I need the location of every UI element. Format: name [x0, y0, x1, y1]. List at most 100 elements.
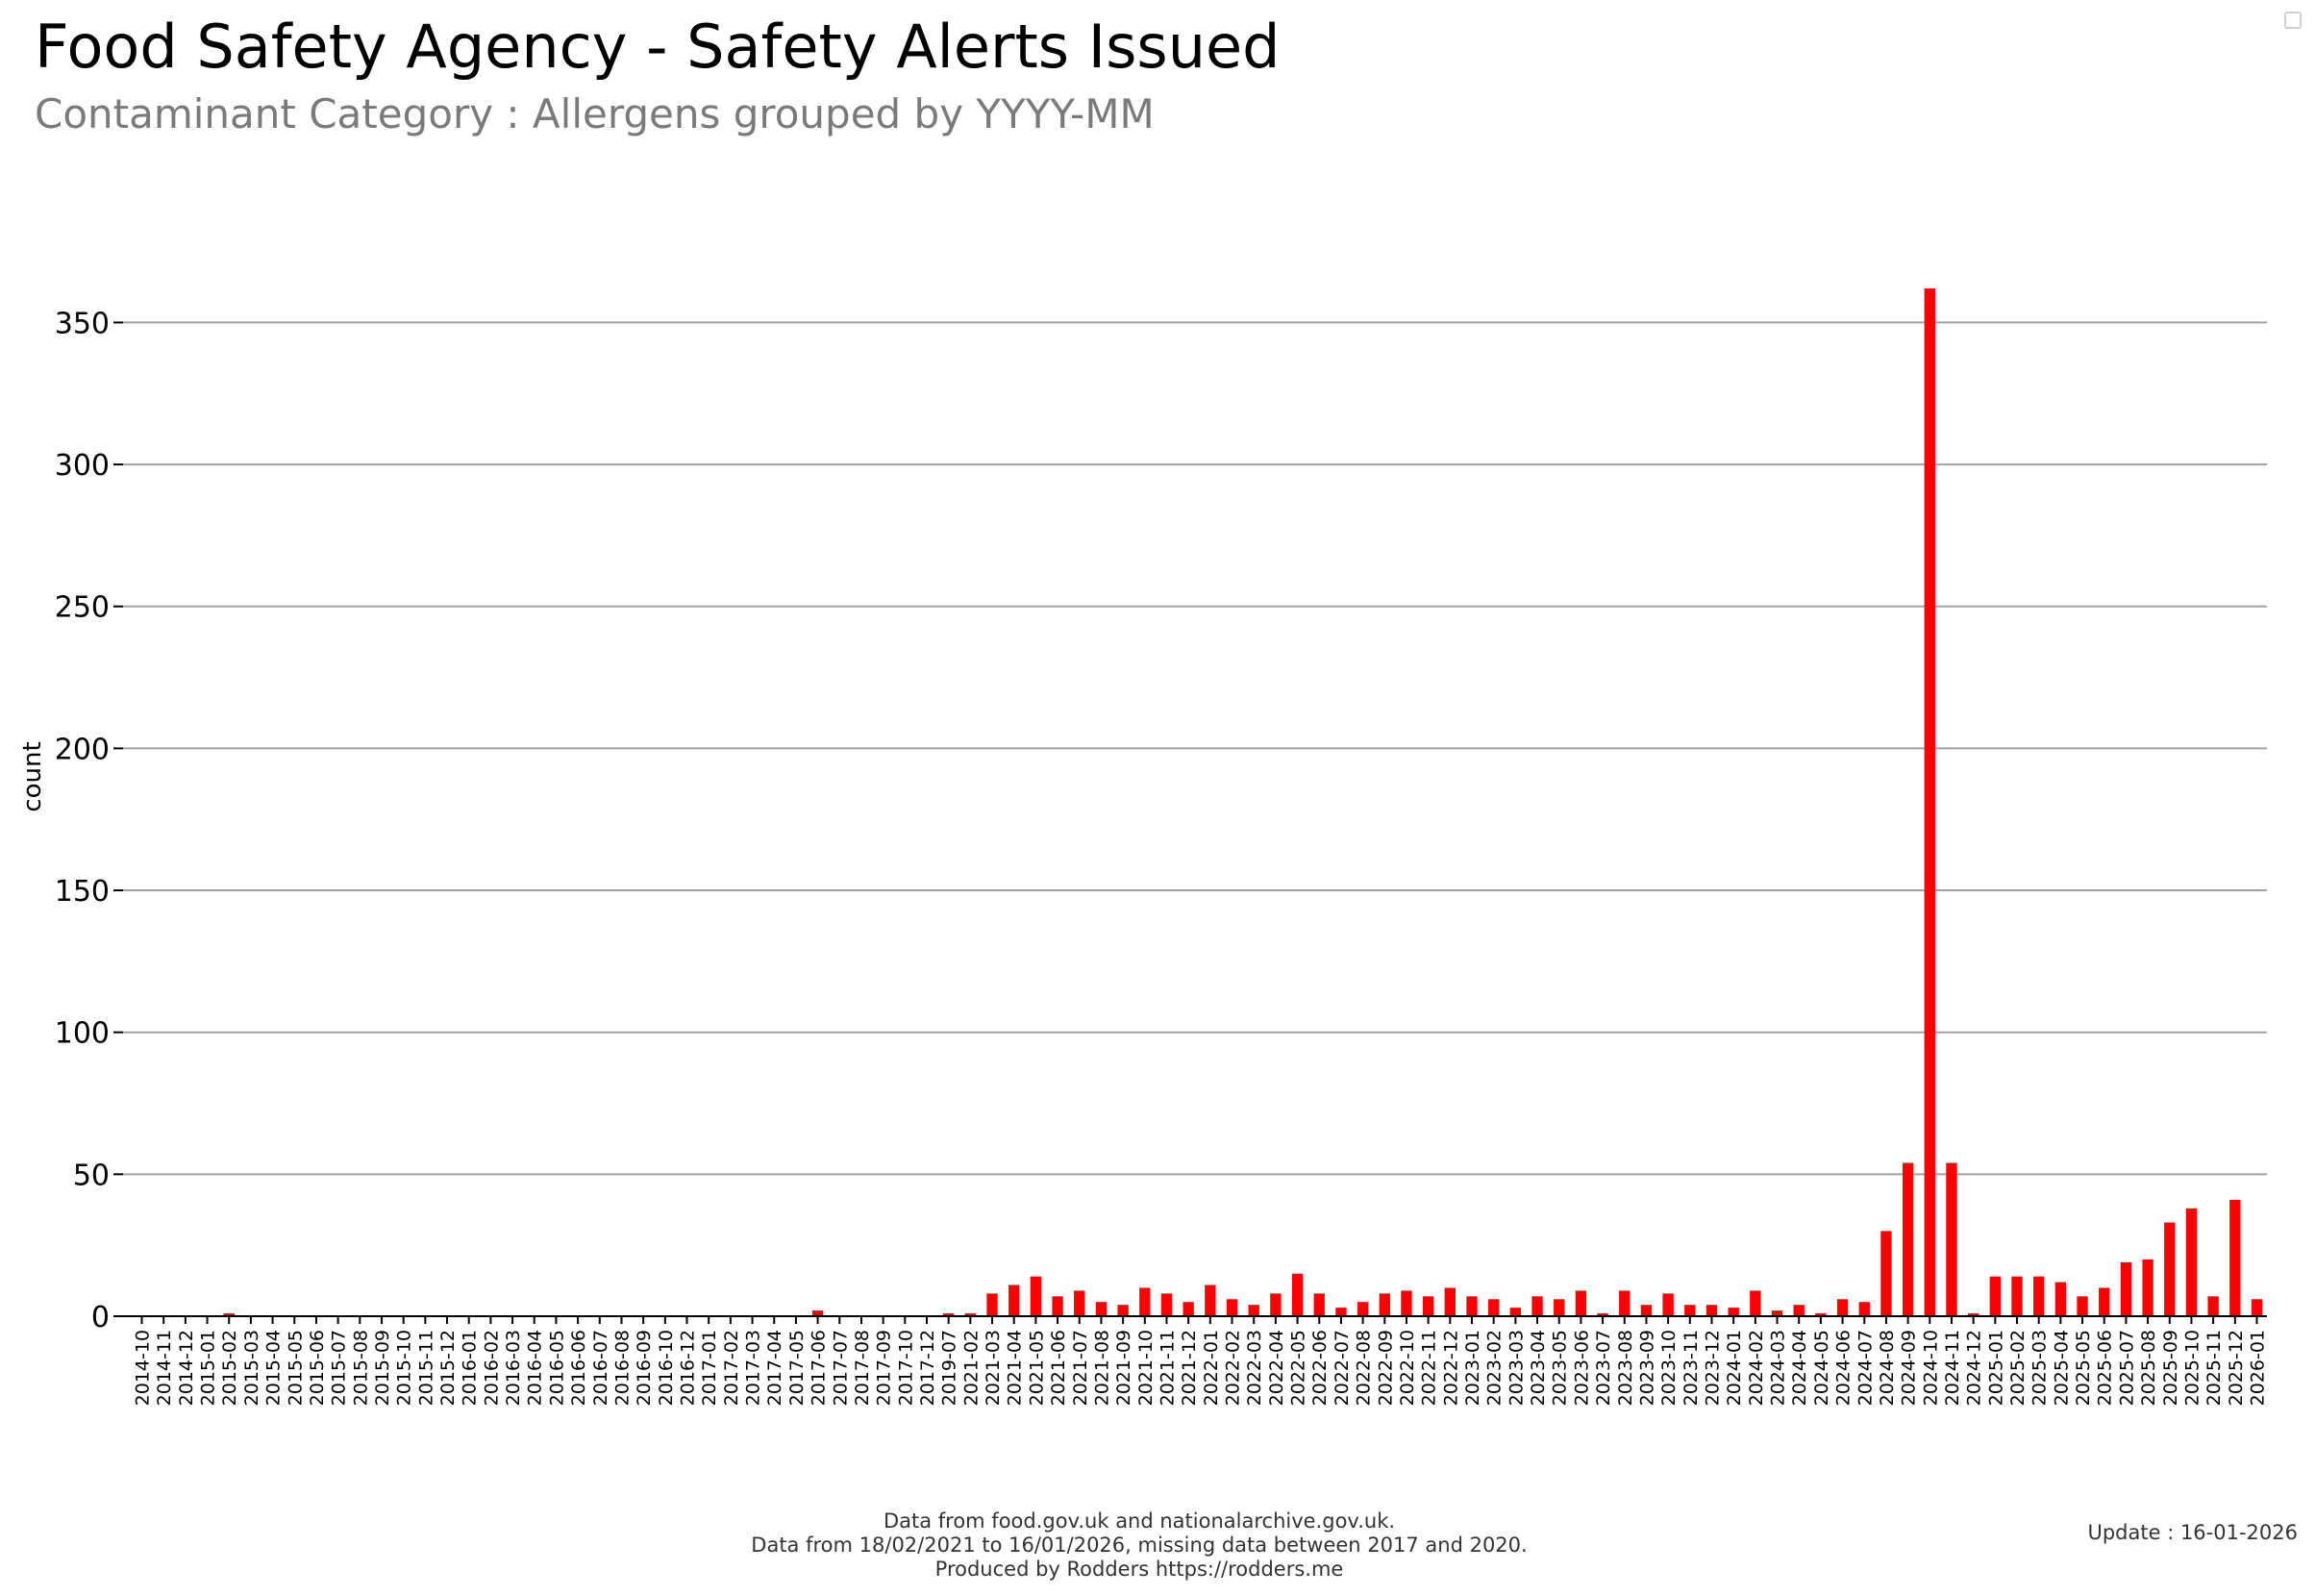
- x-tick-label: 2015-03: [241, 1330, 262, 1406]
- x-tick-label: 2023-04: [1528, 1330, 1549, 1406]
- x-tick-label: 2021-12: [1179, 1330, 1200, 1406]
- y-tick-label: 100: [55, 1017, 110, 1051]
- x-tick-label: 2023-11: [1680, 1330, 1702, 1406]
- bar-2025-03: [2033, 1276, 2045, 1316]
- x-tick-label: 2015-08: [350, 1330, 371, 1406]
- x-tick-label: 2024-12: [1964, 1330, 1985, 1406]
- bar-2024-12: [1967, 1313, 1979, 1316]
- y-tick-label: 150: [55, 875, 110, 909]
- x-tick-label: 2017-08: [852, 1330, 873, 1406]
- x-tick-label: 2023-10: [1658, 1330, 1680, 1406]
- x-tick-label: 2016-10: [656, 1330, 677, 1406]
- bar-2021-03: [986, 1293, 998, 1316]
- x-tick-label: 2024-07: [1854, 1330, 1876, 1406]
- x-tick-label: 2024-05: [1811, 1330, 1832, 1406]
- bar-2022-02: [1226, 1299, 1238, 1316]
- x-tick-label: 2024-03: [1768, 1330, 1789, 1406]
- bar-2021-06: [1052, 1296, 1063, 1316]
- y-tick-label: 200: [55, 733, 110, 766]
- y-axis-label: count: [18, 741, 47, 811]
- x-tick-label: 2015-02: [219, 1330, 240, 1406]
- x-tick-label: 2015-01: [198, 1330, 219, 1406]
- x-tick-label: 2017-04: [764, 1330, 785, 1406]
- x-tick-label: 2023-09: [1636, 1330, 1657, 1406]
- bar-2021-07: [1074, 1290, 1085, 1316]
- x-tick-label: 2024-04: [1789, 1330, 1810, 1406]
- bar-2022-07: [1335, 1308, 1347, 1316]
- chart-subtitle: Contaminant Category : Allergens grouped…: [35, 90, 1155, 137]
- x-tick-label: 2014-12: [176, 1330, 197, 1406]
- x-tick-label: 2023-02: [1484, 1330, 1506, 1406]
- bar-2024-11: [1946, 1162, 1957, 1316]
- bar-2025-10: [2185, 1208, 2198, 1316]
- x-tick-label: 2024-10: [1920, 1330, 1941, 1406]
- bar-2025-11: [2207, 1296, 2219, 1316]
- bar-2025-07: [2120, 1261, 2132, 1316]
- x-tick-label: 2017-02: [721, 1330, 742, 1406]
- x-tick-label: 2023-06: [1571, 1330, 1592, 1406]
- bar-2023-07: [1597, 1313, 1608, 1316]
- chart-title: Food Safety Agency - Safety Alerts Issue…: [35, 12, 1281, 82]
- x-tick-label: 2017-07: [830, 1330, 851, 1406]
- bar-2022-08: [1357, 1302, 1369, 1316]
- x-tick-label: 2017-12: [917, 1330, 938, 1406]
- bar-2023-02: [1488, 1299, 1500, 1316]
- x-tick-label: 2015-06: [307, 1330, 328, 1406]
- x-tick-label: 2022-04: [1266, 1330, 1287, 1406]
- x-tick-label: 2016-01: [460, 1330, 481, 1406]
- bar-2025-12: [2229, 1199, 2241, 1316]
- bar-2025-05: [2077, 1296, 2088, 1316]
- x-tick-label: 2022-10: [1397, 1330, 1418, 1406]
- x-tick-label: 2025-04: [2051, 1330, 2072, 1406]
- x-tick-label: 2022-07: [1332, 1330, 1353, 1406]
- bar-2023-03: [1509, 1308, 1522, 1316]
- y-tick-label: 50: [73, 1159, 110, 1192]
- bar-2025-08: [2142, 1259, 2153, 1316]
- x-tick-label: 2015-05: [285, 1330, 306, 1406]
- x-tick-label: 2021-02: [960, 1330, 982, 1406]
- bar-2023-09: [1640, 1305, 1653, 1316]
- x-tick-label: 2017-03: [743, 1330, 764, 1406]
- x-tick-label: 2024-09: [1899, 1330, 1920, 1406]
- bar-2023-12: [1705, 1305, 1718, 1316]
- x-tick-label: 2025-08: [2138, 1330, 2159, 1406]
- x-tick-label: 2022-09: [1375, 1330, 1396, 1406]
- x-tick-label: 2025-07: [2116, 1330, 2137, 1406]
- y-tick-label: 0: [91, 1301, 110, 1334]
- x-tick-label: 2017-05: [786, 1330, 808, 1406]
- bar-2022-01: [1205, 1284, 1216, 1316]
- bar-2024-05: [1815, 1313, 1827, 1316]
- bar-2023-10: [1662, 1293, 1674, 1316]
- x-tick-label: 2016-05: [546, 1330, 567, 1406]
- x-tick-label: 2021-09: [1113, 1330, 1134, 1406]
- x-tick-label: 2015-07: [329, 1330, 350, 1406]
- x-tick-label: 2016-07: [590, 1330, 611, 1406]
- bar-2024-04: [1793, 1305, 1805, 1316]
- legend-toggle-checkbox[interactable]: [2284, 12, 2302, 29]
- x-tick-label: 2024-11: [1942, 1330, 1963, 1406]
- bar-2026-01: [2251, 1299, 2263, 1316]
- bar-2022-12: [1444, 1287, 1456, 1316]
- bar-2024-08: [1880, 1231, 1892, 1316]
- y-tick-label: 300: [55, 449, 110, 483]
- bar-2023-05: [1554, 1299, 1565, 1316]
- bar-2022-05: [1291, 1273, 1304, 1316]
- bar-2021-02: [964, 1313, 977, 1316]
- x-tick-label: 2021-06: [1048, 1330, 1069, 1406]
- bar-2022-06: [1313, 1293, 1325, 1316]
- bar-2021-11: [1160, 1293, 1173, 1316]
- bar-2017-06: [811, 1310, 824, 1316]
- x-tick-label: 2023-07: [1593, 1330, 1614, 1406]
- bar-2023-01: [1466, 1296, 1478, 1316]
- x-tick-label: 2015-09: [372, 1330, 393, 1406]
- x-tick-label: 2024-06: [1833, 1330, 1854, 1406]
- x-tick-label: 2022-02: [1223, 1330, 1244, 1406]
- gridlines: [123, 321, 2267, 1176]
- bar-2019-07: [943, 1313, 955, 1316]
- x-tick-label: 2025-01: [1985, 1330, 2006, 1406]
- x-tick-label: 2016-04: [525, 1330, 546, 1406]
- footer-line-2: Data from 18/02/2021 to 16/01/2026, miss…: [751, 1534, 1527, 1557]
- bar-2021-10: [1139, 1287, 1151, 1316]
- bar-2015-02: [223, 1313, 235, 1316]
